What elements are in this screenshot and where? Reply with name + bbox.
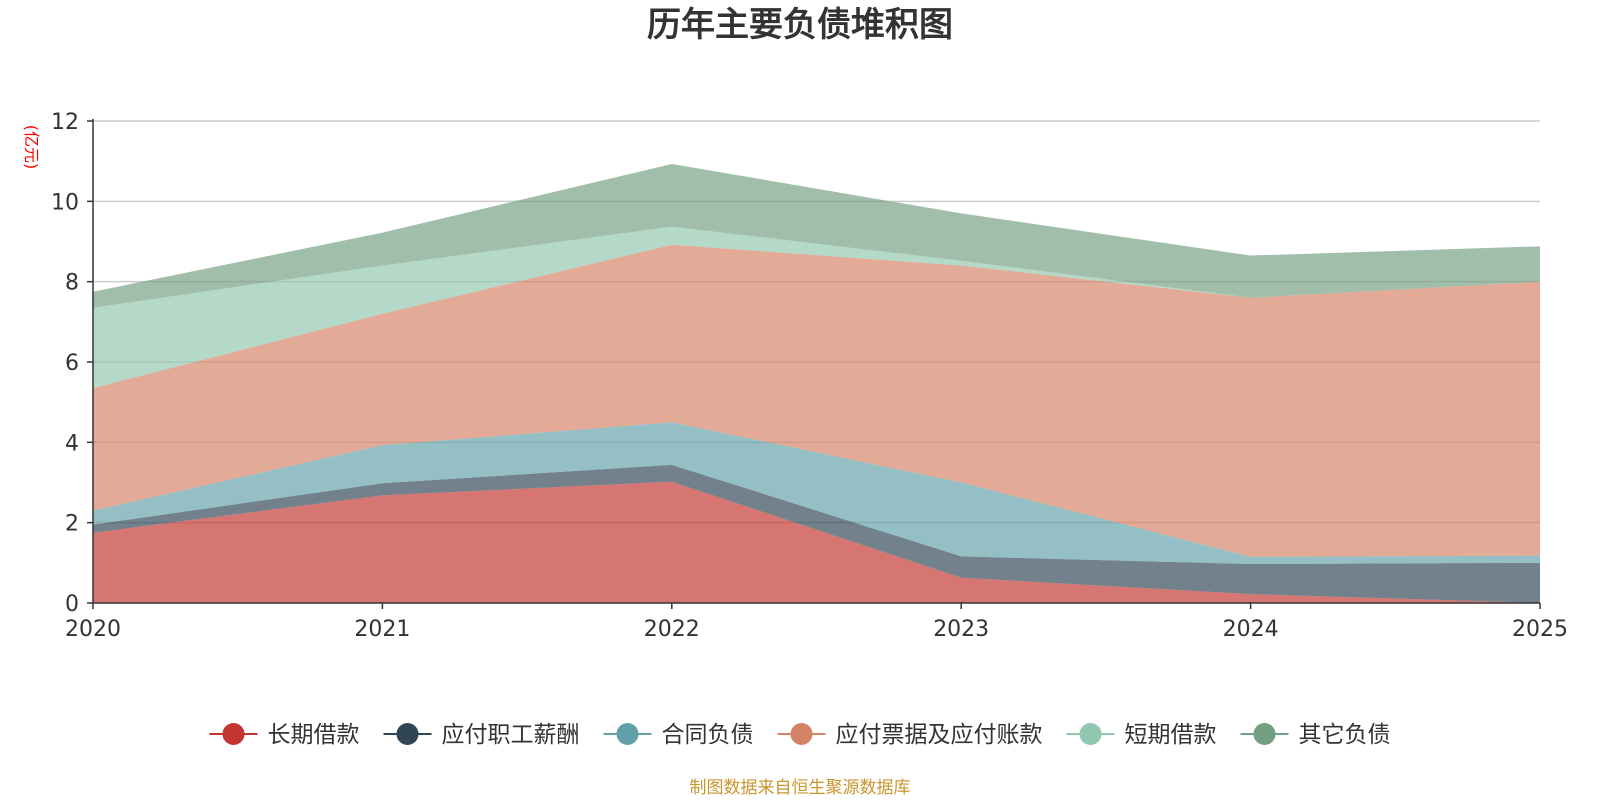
x-tick-label-2020: 2020 — [65, 617, 121, 642]
legend-label-3: 合同负债 — [662, 722, 754, 748]
x-tick-label-2021: 2021 — [354, 617, 410, 642]
x-tick-label-2025: 2025 — [1512, 617, 1568, 642]
y-tick-label-8: 8 — [65, 271, 79, 296]
legend-marker-dot — [616, 723, 639, 745]
x-tick-label-2022: 2022 — [644, 617, 700, 642]
legend-marker-dot — [790, 723, 813, 745]
area-series-6 — [93, 163, 1540, 308]
x-tick-label-2023: 2023 — [933, 617, 989, 642]
legend-item-5: 短期借款 — [1066, 722, 1217, 748]
y-tick-label-12: 12 — [51, 110, 79, 135]
y-tick-label-2: 2 — [65, 512, 79, 537]
legend-marker-dot — [1253, 723, 1276, 745]
legend-marker-dot — [396, 723, 419, 745]
axes: 0 2 4 6 8 10 12 2020 2021 2022 2023 2024 2025 — [51, 110, 1568, 642]
legend-label-2: 应付职工薪酬 — [442, 722, 580, 748]
y-tick-label-4: 4 — [65, 431, 79, 456]
area-series-5 — [93, 226, 1540, 389]
legend: 长期借款 应付职工薪酬 合同负债 应付票据及应付账款 短期借款 其它负债 — [209, 722, 1391, 748]
area-series — [93, 163, 1540, 603]
legend-label-5: 短期借款 — [1125, 722, 1217, 748]
y-axis-unit-label: (亿元) — [22, 125, 41, 170]
legend-label-6: 其它负债 — [1299, 722, 1391, 748]
x-tick-label-2024: 2024 — [1223, 617, 1279, 642]
area-series-3 — [93, 422, 1540, 565]
legend-item-4: 应付票据及应付账款 — [777, 722, 1043, 748]
y-tick-label-10: 10 — [51, 190, 79, 215]
legend-item-6: 其它负债 — [1240, 722, 1391, 748]
legend-marker-dot — [1079, 723, 1102, 745]
y-tick-label-0: 0 — [65, 592, 79, 617]
legend-marker-dot — [222, 723, 245, 745]
area-series-1 — [93, 481, 1540, 603]
legend-item-3: 合同负债 — [603, 722, 754, 748]
legend-item-2: 应付职工薪酬 — [383, 722, 580, 748]
legend-item-1: 长期借款 — [209, 722, 360, 748]
area-series-2 — [93, 464, 1540, 603]
legend-label-1: 长期借款 — [268, 722, 360, 748]
data-source-note: 制图数据来自恒生聚源数据库 — [690, 778, 911, 798]
area-series-4 — [93, 244, 1540, 557]
y-tick-label-6: 6 — [65, 351, 79, 376]
legend-label-4: 应付票据及应付账款 — [836, 722, 1043, 748]
chart-title: 历年主要负债堆积图 — [647, 5, 953, 45]
